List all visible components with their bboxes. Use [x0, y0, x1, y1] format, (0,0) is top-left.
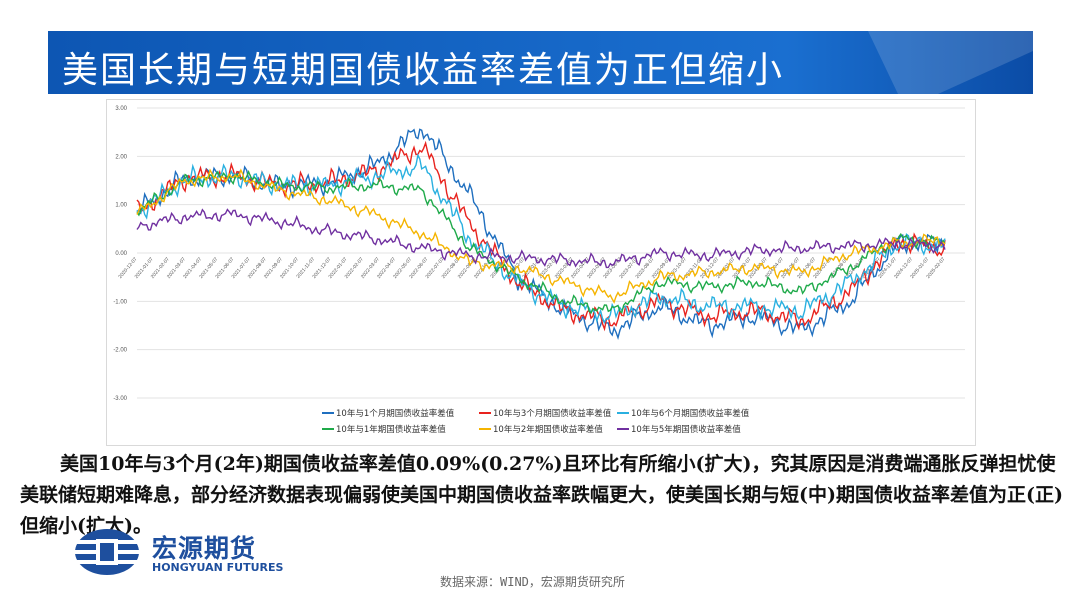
y-tick-label: 2.00 — [115, 154, 127, 160]
data-source: 数据来源：WIND，宏源期货研究所 — [440, 575, 625, 589]
y-tick-label: -3.00 — [113, 396, 127, 402]
y-tick-label: 0.00 — [115, 251, 127, 257]
series-line — [136, 153, 946, 324]
legend-label: 10年与6个月期国债收益率差值 — [631, 408, 750, 419]
page-title: 美国长期与短期国债收益率差值为正但缩小 — [62, 50, 785, 91]
y-tick-label: 3.00 — [115, 106, 127, 112]
hongyuan-logo-icon — [74, 529, 140, 575]
legend-label: 10年与3个月期国债收益率差值 — [493, 408, 612, 419]
company-logo: 宏源期货 HONGYUAN FUTURES — [74, 527, 314, 577]
title-bar: 美国长期与短期国债收益率差值为正但缩小 — [48, 31, 1033, 94]
logo-english: HONGYUAN FUTURES — [152, 561, 284, 574]
y-tick-label: 1.00 — [115, 203, 127, 209]
series-line — [136, 168, 946, 304]
series-line — [136, 169, 946, 314]
title-banner-shape — [48, 31, 1033, 94]
summary-paragraph: 美国10年与3个月(2年)期国债收益率差值0.09%(0.27%)且环比有所缩小… — [20, 449, 1065, 542]
yield-spread-chart: 3.002.001.000.00-1.00-2.00-3.002020-12-0… — [113, 106, 965, 435]
legend-label: 10年与1个月期国债收益率差值 — [336, 408, 455, 419]
y-tick-label: -2.00 — [113, 348, 127, 354]
legend-label: 10年与5年期国债收益率差值 — [631, 424, 741, 435]
legend-label: 10年与2年期国债收益率差值 — [493, 424, 603, 435]
logo-name: 宏源期货 — [152, 534, 257, 563]
series-line — [136, 208, 946, 269]
chart-frame: 3.00 2.00 1.00 0.00 -1.00 -2.00 -3.00 2020-12-0… — [106, 99, 976, 446]
legend-label: 10年与1年期国债收益率差值 — [336, 424, 446, 435]
y-tick-label: -1.00 — [113, 299, 127, 305]
summary-text: 美国10年与3个月(2年)期国债收益率差值0.09%(0.27%)且环比有所缩小… — [20, 453, 1063, 537]
